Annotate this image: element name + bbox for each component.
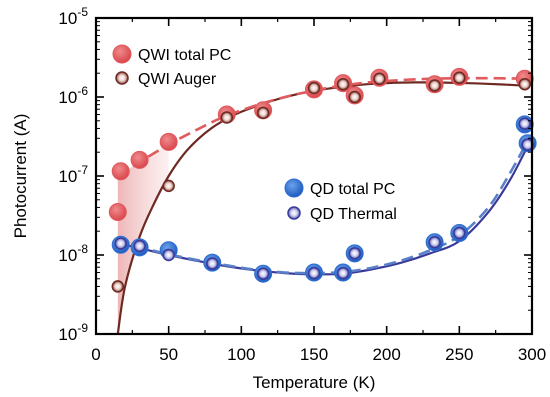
data-point-qd-thermal xyxy=(114,237,127,250)
data-point-qd-thermal xyxy=(428,236,441,249)
data-point-qwi-auger xyxy=(428,79,441,92)
x-tick-label-1: 50 xyxy=(159,345,178,364)
data-point-qwi-auger xyxy=(307,81,321,95)
data-points-layer xyxy=(108,67,537,293)
data-point-qd-thermal xyxy=(162,248,175,262)
legend-label-qwi-auger: QWI Auger xyxy=(138,71,217,88)
x-tick-label-2: 100 xyxy=(227,345,255,364)
data-point-qwi-total-pc xyxy=(159,132,178,151)
legend-label-qd-total: QD total PC xyxy=(310,181,395,198)
x-tick-label-0: 0 xyxy=(91,345,100,364)
x-axis-label: Temperature (K) xyxy=(253,373,376,392)
data-point-qd-thermal xyxy=(336,266,350,280)
data-point-qwi-auger xyxy=(162,179,175,193)
y-tick-label-4: 10-5 xyxy=(58,5,88,28)
y-tick-label-0: 10-9 xyxy=(58,321,88,344)
data-point-qd-thermal xyxy=(348,247,361,260)
data-point-qwi-auger xyxy=(348,90,361,104)
data-point-qwi-auger xyxy=(373,72,386,86)
qwi-shaded-band-layer xyxy=(117,144,169,334)
data-point-qwi-auger xyxy=(111,280,125,293)
data-point-qd-thermal xyxy=(453,226,466,240)
legend-marker-qd-total xyxy=(284,178,304,198)
data-point-qd-thermal xyxy=(521,138,534,151)
data-point-qwi-auger xyxy=(336,78,350,91)
data-point-qd-thermal xyxy=(518,117,531,130)
data-point-qwi-auger xyxy=(220,111,234,124)
legend-marker-qwi-auger xyxy=(115,71,129,85)
y-axis-label: Photocurrent (A) xyxy=(11,114,30,239)
x-tick-label-6: 300 xyxy=(518,345,546,364)
x-tick-label-5: 250 xyxy=(445,345,473,364)
legend-marker-qd-thermal xyxy=(287,206,301,220)
data-point-qwi-total-pc xyxy=(111,162,130,181)
axis-ticks-layer: 0 50 100 150 200 250 300 10-9 10-8 10-7 10-6 10-5 xyxy=(58,5,546,364)
legend-marker-qwi-total xyxy=(112,44,132,64)
legend-qd: QD total PC QD Thermal xyxy=(284,178,397,223)
fit-curve-qd-thermal-solid xyxy=(117,142,531,276)
data-point-qwi-total-pc xyxy=(130,150,149,169)
data-point-qwi-auger xyxy=(256,106,270,120)
data-point-qwi-auger xyxy=(453,71,466,85)
data-point-qd-thermal xyxy=(206,257,219,270)
data-point-qd-thermal xyxy=(256,267,270,280)
x-tick-label-3: 150 xyxy=(300,345,328,364)
legend-label-qd-thermal: QD Thermal xyxy=(310,206,397,223)
y-tick-label-1: 10-8 xyxy=(58,242,88,265)
y-tick-label-3: 10-6 xyxy=(58,84,88,107)
x-tick-label-4: 200 xyxy=(372,345,400,364)
data-point-qd-thermal xyxy=(307,266,321,280)
fit-curve-qd-total-pc-dashed xyxy=(117,137,531,275)
data-point-qd-thermal xyxy=(133,239,146,253)
data-point-qwi-total-pc xyxy=(108,203,127,222)
y-tick-label-2: 10-7 xyxy=(58,163,88,186)
data-point-qwi-auger xyxy=(518,78,531,91)
legend-label-qwi-total: QWI total PC xyxy=(138,47,231,64)
legend-qwi: QWI total PC QWI Auger xyxy=(112,44,231,88)
qwi-shaded-band xyxy=(117,144,169,334)
